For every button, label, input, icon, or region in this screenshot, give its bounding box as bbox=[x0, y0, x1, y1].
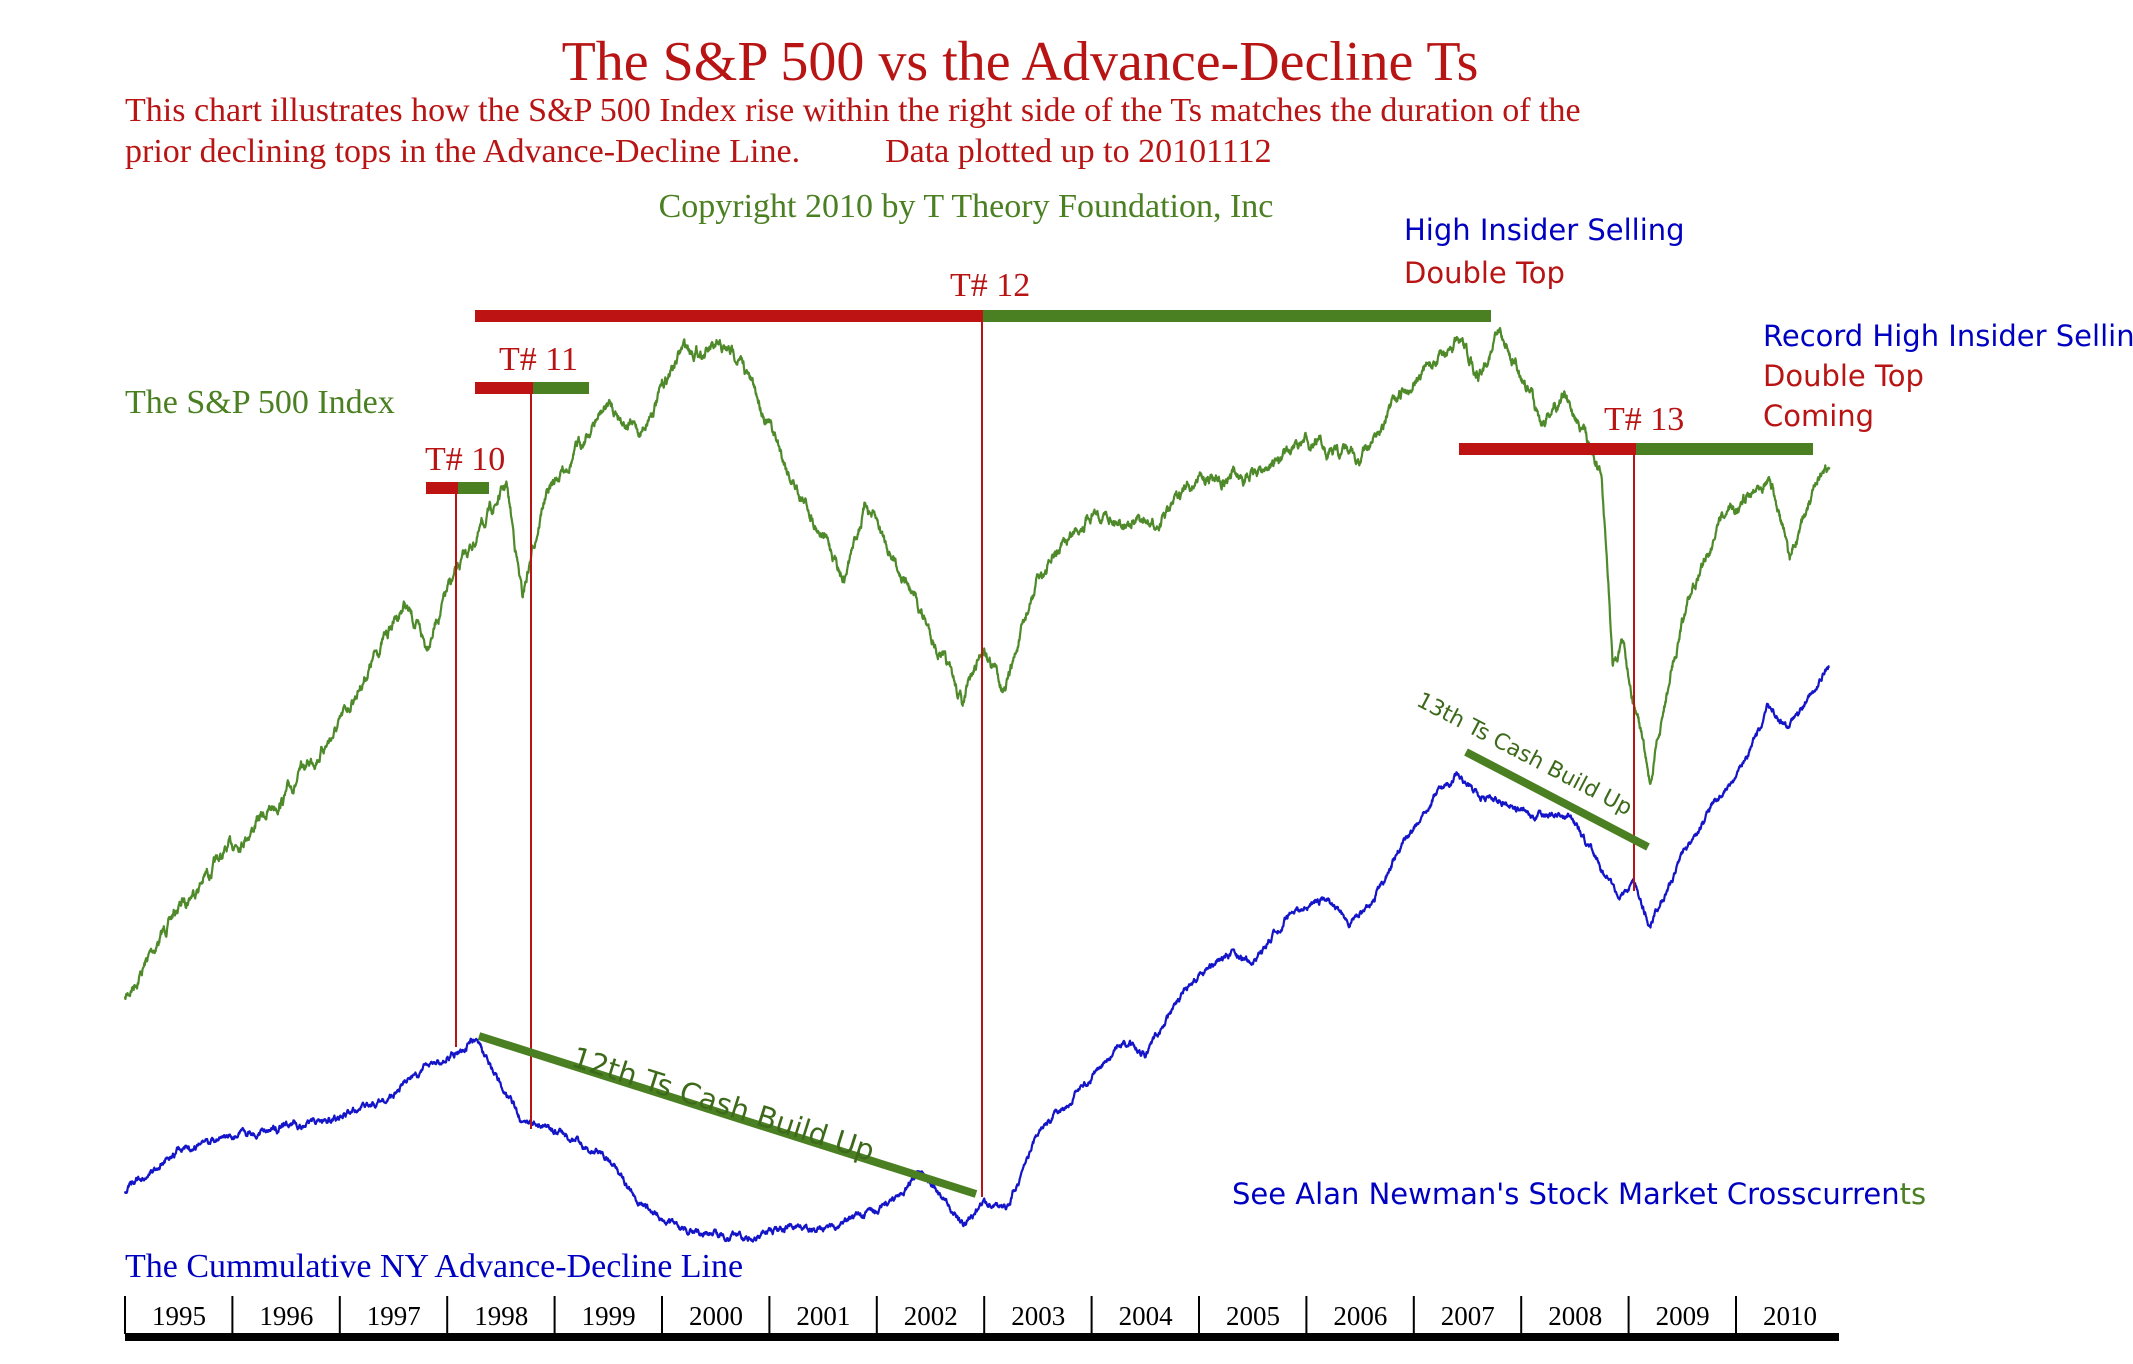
sp500-line bbox=[123, 327, 1831, 1001]
year-tick-label: 2010 bbox=[1763, 1301, 1817, 1331]
year-tick-label: 1998 bbox=[474, 1301, 528, 1331]
t13-declining-bar bbox=[1459, 443, 1636, 455]
year-tick-label: 2000 bbox=[689, 1301, 743, 1331]
year-tick-label: 1995 bbox=[152, 1301, 206, 1331]
t10-declining-bar bbox=[426, 482, 458, 494]
record-insider-label: Record High Insider Selling bbox=[1763, 319, 2133, 353]
year-tick-label: 2005 bbox=[1226, 1301, 1280, 1331]
high-insider-label: High Insider Selling bbox=[1404, 213, 1685, 247]
ad-series-label: The Cummulative NY Advance-Decline Line bbox=[125, 1248, 744, 1285]
cash-buildup-12-line bbox=[477, 1032, 978, 1198]
source-note-main: See Alan Newman's Stock Market Crosscurr… bbox=[1232, 1177, 1900, 1211]
t12-declining-bar bbox=[475, 310, 983, 322]
coming-label: Coming bbox=[1763, 399, 1875, 433]
t10-rising-bar bbox=[458, 482, 489, 494]
copyright: Copyright 2010 by T Theory Foundation, I… bbox=[658, 188, 1274, 225]
chart-title: The S&P 500 vs the Advance-Decline Ts bbox=[561, 31, 1479, 93]
source-note-tail: ts bbox=[1899, 1177, 1927, 1211]
t13-label: T# 13 bbox=[1604, 401, 1685, 438]
t11-rising-bar bbox=[533, 382, 589, 394]
year-tick-label: 2009 bbox=[1656, 1301, 1710, 1331]
t11-declining-bar bbox=[475, 382, 533, 394]
t10-label: T# 10 bbox=[425, 441, 506, 478]
chart-subtitle-line2: prior declining tops in the Advance-Decl… bbox=[125, 133, 1272, 170]
year-tick-label: 2001 bbox=[796, 1301, 850, 1331]
year-tick-label: 1996 bbox=[259, 1301, 313, 1331]
double-top-label: Double Top bbox=[1404, 256, 1565, 290]
cash-buildup-13-line bbox=[1464, 748, 1650, 851]
x-axis: 1995 1996 1997 1998 1999 2000 2001 2002 2003 2004… bbox=[124, 1296, 1839, 1341]
t12-rising-bar bbox=[983, 310, 1491, 322]
x-axis-baseline bbox=[125, 1333, 1839, 1341]
year-tick-label: 2004 bbox=[1119, 1301, 1174, 1331]
double-top-coming-label: Double Top bbox=[1763, 359, 1924, 393]
annotation-layer bbox=[426, 310, 1813, 1198]
advance-decline-line bbox=[123, 665, 1831, 1243]
year-tick-label: 1999 bbox=[582, 1301, 636, 1331]
series-layer bbox=[123, 327, 1831, 1243]
year-tick-label: 2006 bbox=[1333, 1301, 1387, 1331]
t13-rising-bar bbox=[1636, 443, 1813, 455]
source-note: See Alan Newman's Stock Market Crosscurr… bbox=[1232, 1177, 1926, 1211]
year-tick-label: 2003 bbox=[1011, 1301, 1065, 1331]
t11-label: T# 11 bbox=[499, 341, 579, 378]
year-tick-label: 2002 bbox=[904, 1301, 958, 1331]
t12-label: T# 12 bbox=[950, 267, 1031, 304]
chart-subtitle-line1: This chart illustrates how the S&P 500 I… bbox=[125, 92, 1581, 129]
sp500-series-label: The S&P 500 Index bbox=[125, 384, 395, 421]
year-tick-label: 2007 bbox=[1441, 1301, 1495, 1331]
year-tick-label: 1997 bbox=[367, 1301, 421, 1331]
year-tick-label: 2008 bbox=[1548, 1301, 1602, 1331]
